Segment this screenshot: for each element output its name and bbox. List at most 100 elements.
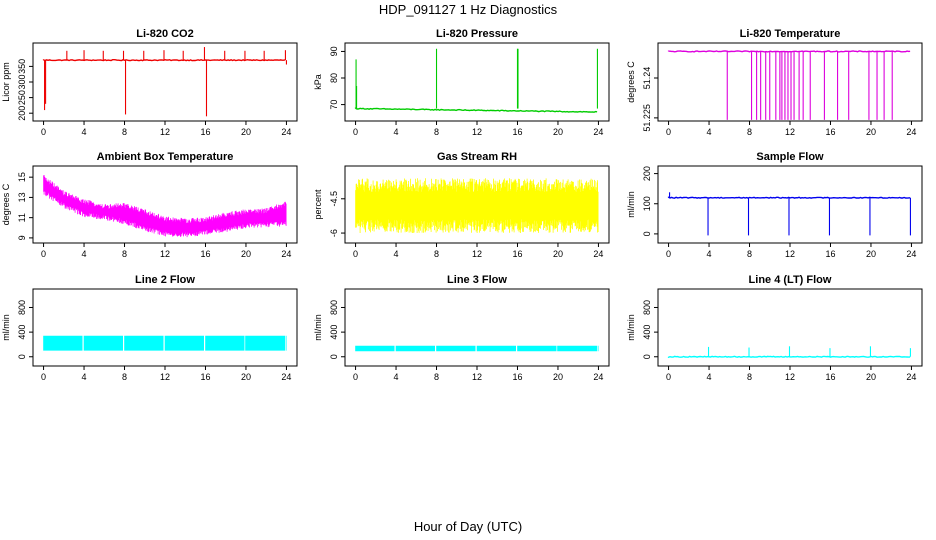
y-axis-label: ml/min: [626, 314, 636, 341]
x-tick-label: 8: [434, 249, 439, 259]
y-tick-label: 400: [17, 325, 27, 340]
x-tick-label: 24: [281, 372, 291, 382]
y-tick-label: 800: [17, 300, 27, 315]
x-tick-label: 20: [241, 372, 251, 382]
panel-title: Ambient Box Temperature: [97, 151, 234, 163]
x-tick-label: 4: [394, 127, 399, 137]
y-tick-label: 0: [17, 354, 27, 359]
panel-0: Li-820 CO2 Licor ppm 0 4 8 12 16 20 24 2002503003…: [1, 28, 298, 137]
y-tick-label: 400: [329, 325, 339, 340]
x-tick-label: 24: [593, 249, 603, 259]
panel-6: Line 2 Flow ml/min 0 4 8 12 16 20 24 0 400 800: [1, 274, 298, 382]
x-tick-label: 8: [434, 127, 439, 137]
x-tick-label: 12: [160, 249, 170, 259]
x-tick-label: 12: [472, 372, 482, 382]
x-tick-label: 0: [41, 372, 46, 382]
y-axis-label: degrees C: [626, 61, 636, 103]
panel-1: Li-820 Pressure kPa 0 4 8 12 16 20 24 70 80 90: [313, 28, 610, 137]
series-band: [43, 175, 287, 238]
y-tick-label: 200: [642, 166, 652, 181]
x-tick-label: 0: [666, 372, 671, 382]
x-tick-label: 4: [394, 249, 399, 259]
x-tick-label: 16: [200, 372, 210, 382]
x-tick-label: 0: [666, 127, 671, 137]
x-tick-label: 16: [200, 127, 210, 137]
x-tick-label: 4: [707, 372, 712, 382]
series-line: [667, 50, 911, 53]
x-tick-label: 12: [785, 127, 795, 137]
x-tick-label: 8: [122, 372, 127, 382]
x-tick-label: 4: [394, 372, 399, 382]
plot-frame: [32, 288, 298, 367]
x-tick-label: 24: [593, 127, 603, 137]
plot-frame: [344, 288, 610, 367]
y-tick-label: -6: [329, 229, 339, 237]
y-tick-label: 90: [329, 46, 339, 56]
panel-title: Line 3 Flow: [447, 274, 507, 286]
plot-frame: [657, 42, 923, 122]
x-tick-label: 8: [747, 249, 752, 259]
x-tick-label: 24: [906, 127, 916, 137]
x-tick-label: 20: [553, 127, 563, 137]
x-tick-label: 24: [281, 127, 291, 137]
x-tick-label: 0: [41, 127, 46, 137]
x-tick-label: 12: [160, 127, 170, 137]
x-tick-label: 8: [122, 249, 127, 259]
y-tick-label: 15: [17, 172, 27, 182]
x-tick-label: 12: [160, 372, 170, 382]
y-tick-label: 0: [329, 354, 339, 359]
y-tick-label: 13: [17, 192, 27, 202]
x-tick-label: 24: [593, 372, 603, 382]
panel-5: Sample Flow ml/min 0 4 8 12 16 20 24 0 100 200: [626, 151, 923, 259]
panel-2: Li-820 Temperature degrees C 0 4 8 12 16 20 24 51…: [626, 28, 923, 137]
x-tick-label: 12: [785, 372, 795, 382]
x-tick-label: 0: [41, 249, 46, 259]
y-axis-label: percent: [313, 189, 323, 220]
series-band: [355, 345, 599, 352]
x-tick-label: 4: [707, 127, 712, 137]
figure-title: HDP_091127 1 Hz Diagnostics: [379, 2, 558, 17]
panel-7: Line 3 Flow ml/min 0 4 8 12 16 20 24 0 400 800: [313, 274, 610, 382]
x-tick-label: 16: [825, 372, 835, 382]
y-tick-label: 51.225: [642, 104, 652, 132]
y-tick-label: 300: [17, 74, 27, 89]
y-tick-label: 51.24: [642, 67, 652, 90]
x-tick-label: 20: [553, 249, 563, 259]
x-tick-label: 0: [666, 249, 671, 259]
y-tick-label: 0: [642, 354, 652, 359]
series-band: [355, 178, 599, 233]
x-tick-label: 24: [281, 249, 291, 259]
y-tick-label: -4.5: [329, 191, 339, 207]
y-tick-label: 70: [329, 100, 339, 110]
x-tick-label: 20: [866, 127, 876, 137]
series-line: [354, 107, 598, 113]
x-tick-label: 12: [785, 249, 795, 259]
x-tick-label: 12: [472, 249, 482, 259]
y-axis-label: degrees C: [1, 183, 11, 225]
y-axis-label: Licor ppm: [1, 62, 11, 102]
plot-frame: [32, 42, 298, 122]
y-axis-label: ml/min: [313, 314, 323, 341]
x-tick-label: 16: [825, 127, 835, 137]
x-tick-label: 4: [82, 249, 87, 259]
y-tick-label: 350: [17, 59, 27, 74]
panel-4: Gas Stream RH percent 0 4 8 12 16 20 24 -6 -4.5: [313, 151, 610, 259]
x-tick-label: 16: [512, 249, 522, 259]
x-tick-label: 0: [353, 127, 358, 137]
panel-title: Li-820 Temperature: [740, 28, 841, 40]
x-tick-label: 20: [553, 372, 563, 382]
panel-title: Line 2 Flow: [135, 274, 195, 286]
series-band: [43, 335, 287, 351]
y-axis-label: ml/min: [626, 191, 636, 218]
panel-title: Li-820 CO2: [136, 28, 193, 40]
x-tick-label: 0: [353, 372, 358, 382]
x-tick-label: 8: [122, 127, 127, 137]
y-tick-label: 200: [17, 106, 27, 121]
x-tick-label: 4: [707, 249, 712, 259]
x-tick-label: 16: [200, 249, 210, 259]
x-tick-label: 8: [434, 372, 439, 382]
panel-title: Sample Flow: [756, 151, 824, 163]
x-tick-label: 8: [747, 372, 752, 382]
series-line: [667, 355, 911, 359]
y-tick-label: 11: [17, 213, 27, 222]
